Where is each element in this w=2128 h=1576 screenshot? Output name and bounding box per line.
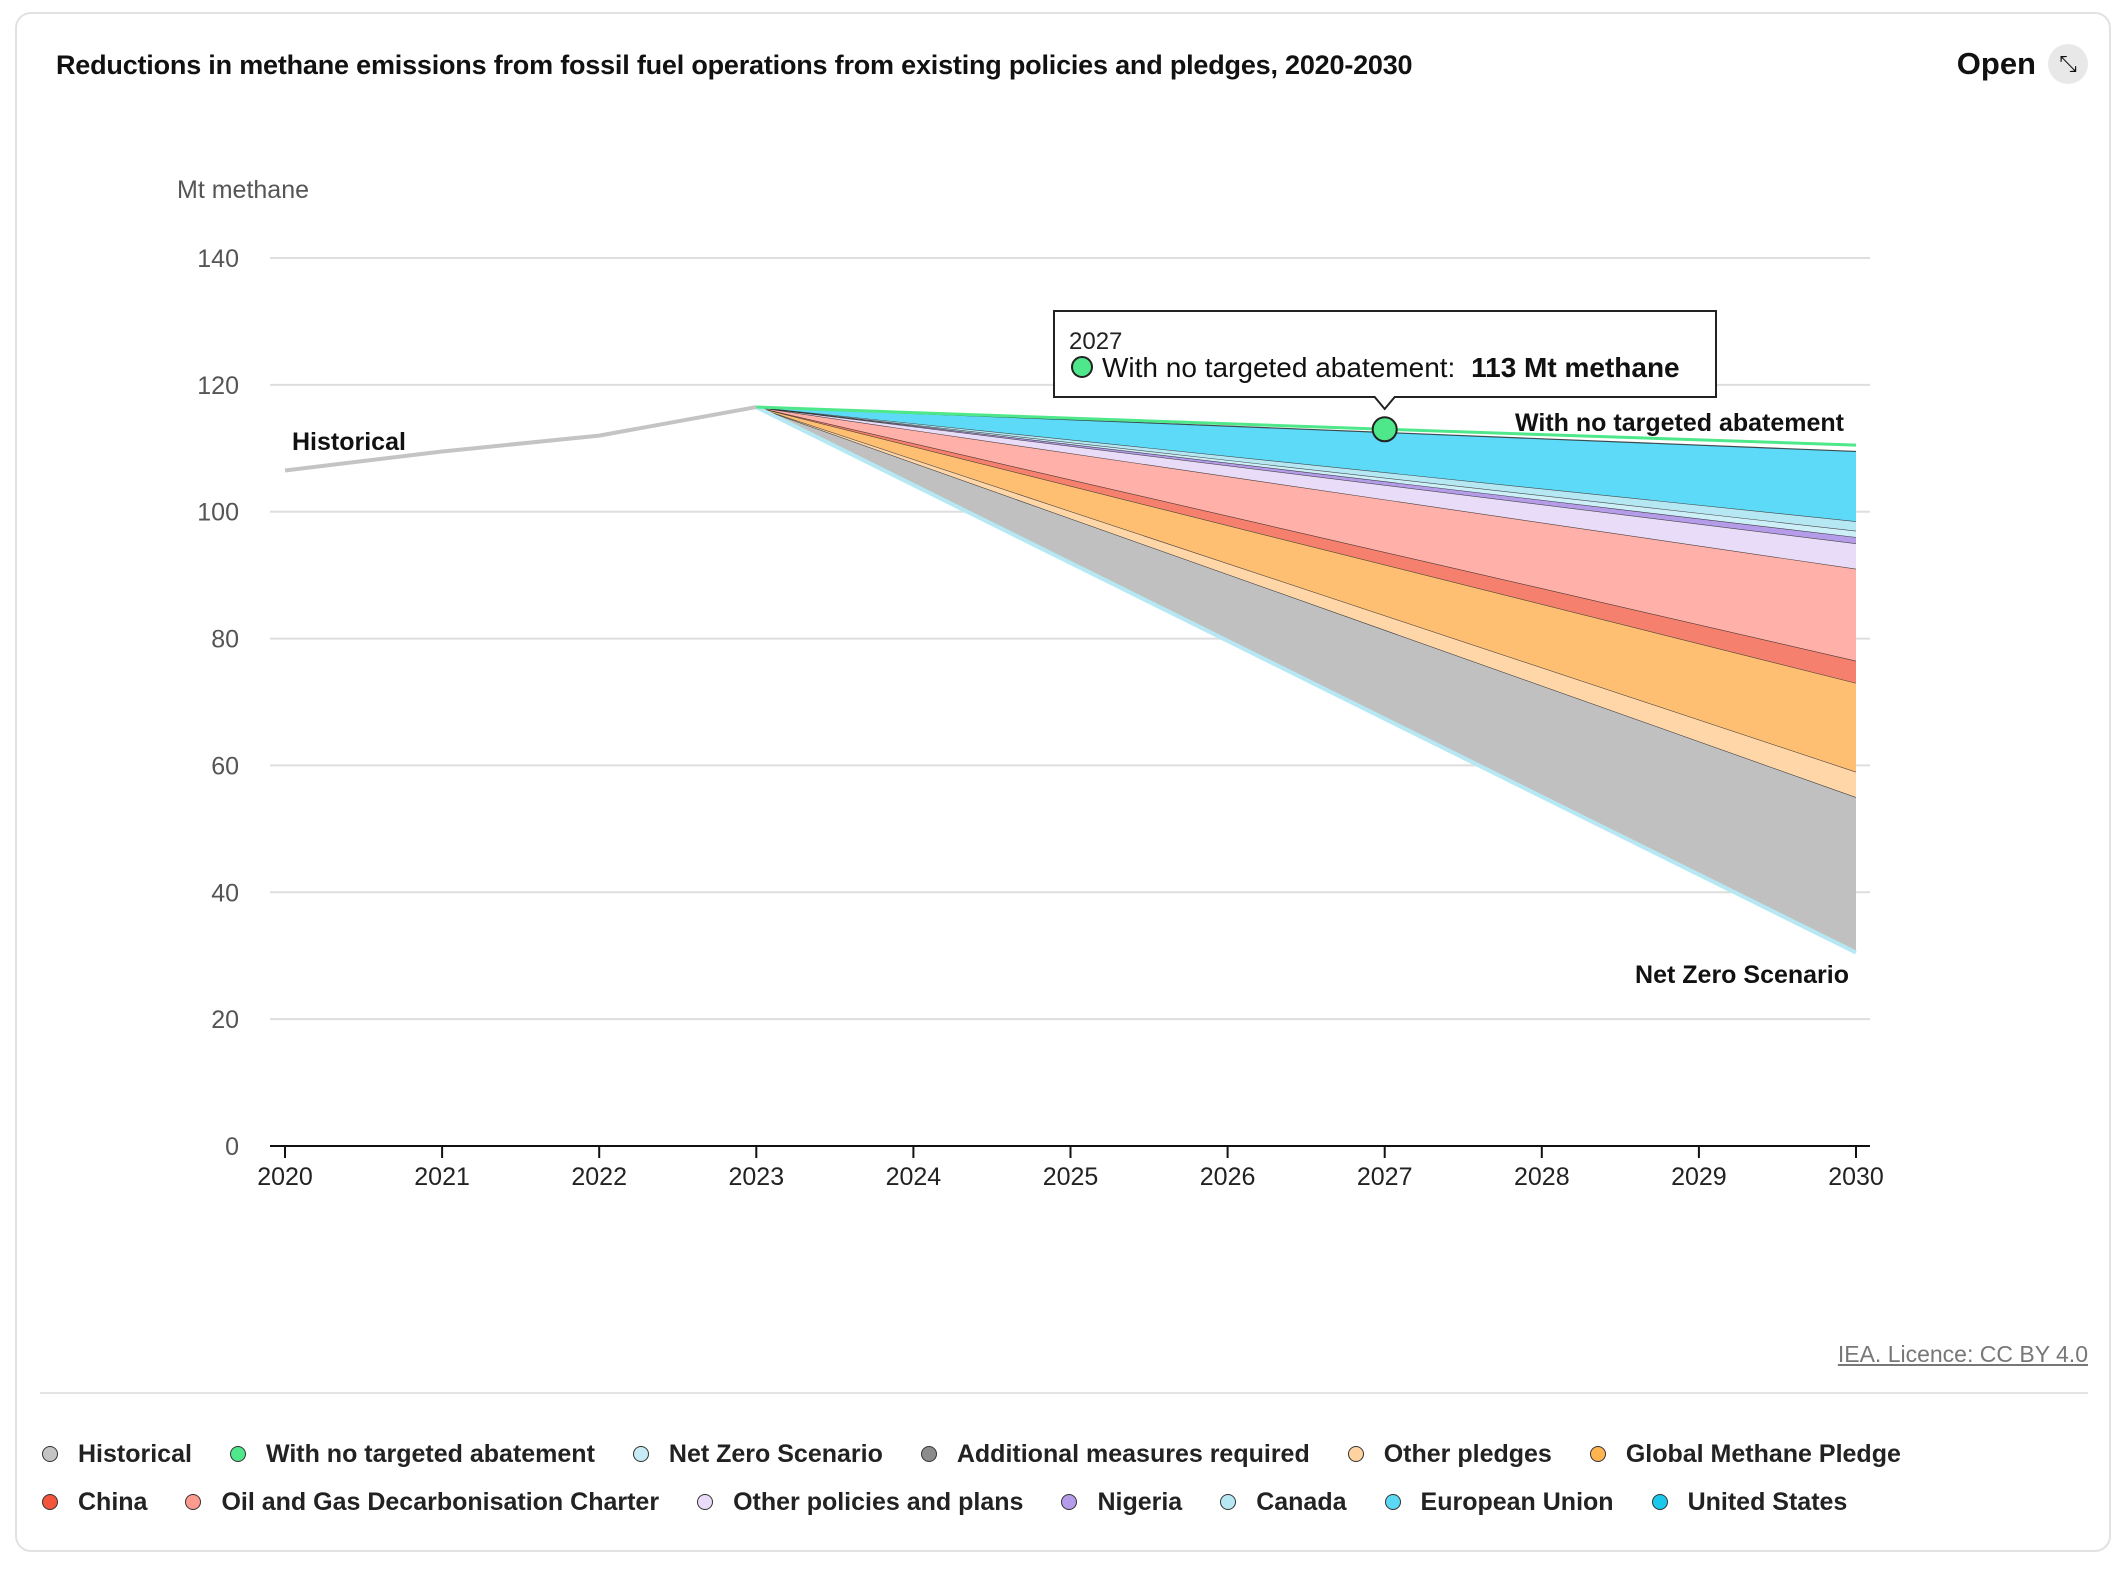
no-abatement-label: With no targeted abatement xyxy=(1515,409,1845,437)
open-button[interactable]: Open ⤡ xyxy=(1957,44,2088,84)
highlight-point xyxy=(1371,416,1398,443)
chart-title: Reductions in methane emissions from fos… xyxy=(56,50,1413,80)
legend-swatch-icon xyxy=(920,1446,937,1462)
legend-swatch-icon xyxy=(632,1446,649,1462)
tooltip-series: With no targeted abatement: xyxy=(1102,352,1463,383)
legend-item[interactable]: Global Methane Pledge xyxy=(1589,1439,1901,1469)
x-tick-label: 2022 xyxy=(571,1163,627,1191)
legend-swatch-icon xyxy=(1384,1494,1401,1510)
legend-swatch-icon xyxy=(1347,1446,1364,1462)
y-tick-label: 80 xyxy=(211,626,239,654)
area-band xyxy=(756,407,1856,661)
tooltip-box xyxy=(1053,310,1717,411)
legend-label: Other pledges xyxy=(1383,1439,1552,1468)
expand-arrow-icon: ⤡ xyxy=(2048,44,2088,84)
legend-divider xyxy=(40,1392,2088,1394)
legend-item[interactable]: Other policies and plans xyxy=(697,1488,1023,1517)
area-band xyxy=(756,407,1856,569)
legend-swatch-icon xyxy=(1220,1494,1237,1510)
legend-item[interactable]: Additional measures required xyxy=(920,1439,1310,1469)
legend-label: Oil and Gas Decarbonisation Charter xyxy=(221,1487,660,1516)
net-zero-line xyxy=(755,405,1857,955)
y-tick-label: 20 xyxy=(211,1006,239,1034)
legend-label: China xyxy=(78,1487,148,1516)
net-zero-label: Net Zero Scenario xyxy=(1635,961,1849,989)
tooltip-swatch-icon xyxy=(1071,356,1093,378)
legend-label: Nigeria xyxy=(1097,1487,1183,1516)
legend-swatch-icon xyxy=(42,1494,58,1510)
y-tick-label: 120 xyxy=(197,372,239,400)
legend-label: European Union xyxy=(1420,1487,1614,1516)
legend-swatch-icon xyxy=(1061,1494,1078,1510)
legend-swatch-icon xyxy=(42,1446,58,1462)
legend-item[interactable]: Canada xyxy=(1220,1487,1347,1517)
area-band xyxy=(756,407,1856,538)
area-band xyxy=(756,407,1856,531)
legend-label: Canada xyxy=(1256,1487,1347,1516)
legend-label: Global Methane Pledge xyxy=(1625,1439,1901,1468)
area-band xyxy=(756,407,1856,522)
legend-item[interactable]: With no targeted abatement xyxy=(229,1439,595,1469)
legend: Historical With no targeted abatement Net … xyxy=(42,1430,2002,1526)
legend-swatch-icon xyxy=(1651,1494,1668,1510)
legend-label: With no targeted abatement xyxy=(265,1439,595,1468)
x-tick-label: 2024 xyxy=(886,1163,942,1191)
legend-swatch-icon xyxy=(229,1446,246,1462)
legend-item[interactable]: United States xyxy=(1651,1487,1848,1517)
legend-item[interactable]: China xyxy=(42,1488,147,1517)
licence-link[interactable]: IEA. Licence: CC BY 4.0 xyxy=(1837,1341,2088,1367)
x-tick-label: 2028 xyxy=(1514,1163,1570,1191)
legend-item[interactable]: Nigeria xyxy=(1061,1488,1182,1517)
legend-label: United States xyxy=(1687,1487,1848,1516)
x-tick-label: 2030 xyxy=(1828,1163,1884,1191)
legend-item[interactable]: Historical xyxy=(42,1440,192,1469)
legend-label: Historical xyxy=(78,1439,192,1468)
x-tick-label: 2023 xyxy=(728,1163,784,1191)
legend-label: Net Zero Scenario xyxy=(668,1439,883,1468)
open-button-label: Open xyxy=(1956,46,2036,81)
legend-swatch-icon xyxy=(697,1494,714,1510)
x-tick-label: 2029 xyxy=(1671,1163,1727,1191)
y-tick-label: 140 xyxy=(197,245,239,273)
x-tick-label: 2027 xyxy=(1357,1163,1413,1191)
x-tick-label: 2020 xyxy=(257,1163,313,1191)
tooltip-value: 113 Mt methane xyxy=(1471,352,1680,383)
legend-label: Other policies and plans xyxy=(733,1487,1024,1516)
y-tick-label: 40 xyxy=(211,879,239,907)
legend-row: China Oil and Gas Decarbonisation Charter… xyxy=(42,1478,2002,1526)
legend-item[interactable]: European Union xyxy=(1384,1487,1614,1517)
tooltip-year: 2027 xyxy=(1069,328,1122,355)
legend-row: Historical With no targeted abatement Net … xyxy=(42,1430,2002,1478)
historical-line xyxy=(284,405,757,473)
x-tick-label: 2021 xyxy=(414,1163,470,1191)
x-tick-label: 2026 xyxy=(1200,1163,1256,1191)
y-tick-label: 0 xyxy=(225,1133,239,1161)
chart-area: 0 20 40 60 80 100 120 140 Mt methane 2020 2021 2022… xyxy=(177,176,1884,1191)
legend-swatch-icon xyxy=(1589,1446,1606,1462)
legend-label: Additional measures required xyxy=(956,1439,1310,1468)
legend-item[interactable]: Net Zero Scenario xyxy=(632,1439,883,1469)
x-tick-label: 2025 xyxy=(1043,1163,1099,1191)
y-tick-label: 60 xyxy=(211,752,239,780)
tooltip-text: With no targeted abatement: 113 Mt metha… xyxy=(1102,352,1680,383)
legend-item[interactable]: Oil and Gas Decarbonisation Charter xyxy=(185,1488,659,1517)
y-axis-label: Mt methane xyxy=(177,176,309,204)
legend-swatch-icon xyxy=(185,1494,202,1510)
legend-item[interactable]: Other pledges xyxy=(1347,1439,1552,1469)
y-tick-label: 100 xyxy=(197,499,239,527)
historical-label: Historical xyxy=(292,428,406,456)
